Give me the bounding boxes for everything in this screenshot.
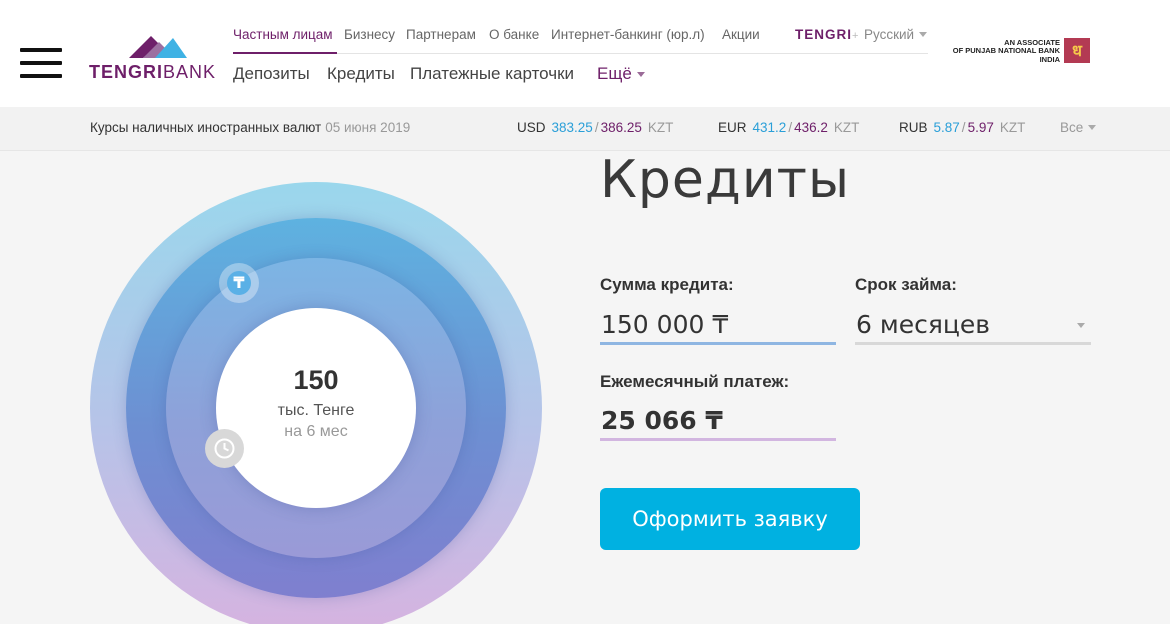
rate-rub: RUB 5.87/5.97 KZT (899, 120, 1026, 135)
pnb-associate-logo: AN ASSOCIATE OF PUNJAB NATIONAL BANK IND… (936, 38, 1096, 68)
chevron-down-icon (919, 32, 928, 37)
circle-term: на 6 мес (284, 423, 348, 440)
language-select[interactable]: Русский (864, 27, 928, 42)
logo-mark-icon (129, 36, 187, 58)
pnb-associate-text: AN ASSOCIATE OF PUNJAB NATIONAL BANK IND… (952, 38, 1060, 64)
topnav-item-business[interactable]: Бизнесу (344, 27, 396, 42)
all-rates-dropdown[interactable]: Все (1060, 120, 1097, 135)
pnb-emblem-icon: ध (1064, 38, 1090, 63)
menu-icon[interactable] (20, 48, 62, 80)
section-divider (0, 624, 1170, 627)
tengri-bank-logo[interactable]: TENGRIBANK (89, 30, 225, 82)
page-title: Кредиты (600, 150, 851, 210)
term-label: Срок займа: (855, 275, 957, 294)
term-select[interactable]: 6 месяцев (855, 307, 1091, 345)
topnav-item-partners[interactable]: Партнерам (406, 27, 476, 42)
topnav-item-promotions[interactable]: Акции (722, 27, 760, 42)
topnav-item-internet-banking[interactable]: Интернет-банкинг (юр.л) (551, 27, 705, 42)
mainnav-item-deposits[interactable]: Депозиты (233, 64, 310, 83)
top-navigation: Частным лицам Бизнесу Партнерам О банке … (233, 27, 928, 54)
chevron-down-icon (636, 72, 645, 77)
tenge-icon: ₸ (227, 271, 251, 295)
currency-rates-bar: Курсы наличных иностранных валют 05 июня … (0, 107, 1170, 151)
clock-icon (214, 438, 235, 459)
topnav-item-individuals[interactable]: Частным лицам (233, 27, 333, 42)
amount-label: Сумма кредита: (600, 275, 734, 294)
center-disc (216, 308, 416, 508)
chevron-down-icon (1077, 323, 1085, 328)
rate-usd: USD 383.25/386.25 KZT (517, 120, 674, 135)
mainnav-item-cards[interactable]: Платежные карточки (410, 64, 575, 83)
mainnav-more[interactable]: Ещё (597, 64, 645, 84)
term-slider-handle[interactable] (205, 429, 244, 468)
amount-input[interactable]: 150 000 ₸ (600, 307, 836, 345)
circle-summary: 150 тыс. Тенге на 6 мес (216, 365, 416, 443)
loan-circle-visual: 150 тыс. Тенге на 6 мес ₸ (90, 182, 542, 627)
site-header: TENGRIBANK Частным лицам Бизнесу Партнер… (0, 0, 1170, 107)
payment-label: Ежемесячный платеж: (600, 372, 790, 391)
topnav-item-about[interactable]: О банке (489, 27, 540, 42)
amount-slider-handle[interactable]: ₸ (219, 263, 259, 303)
circle-unit: тыс. Тенге (277, 402, 355, 419)
rate-eur: EUR 431.2/436.2 KZT (718, 120, 860, 135)
apply-button[interactable]: Оформить заявку (600, 488, 860, 550)
circle-amount: 150 (293, 365, 339, 395)
mainnav-item-credits[interactable]: Кредиты (327, 64, 395, 83)
chevron-down-icon (1088, 125, 1097, 130)
tengri-plus-link[interactable]: TENGRI+ (795, 27, 860, 42)
rates-label: Курсы наличных иностранных валют 05 июня … (90, 120, 411, 135)
active-tab-indicator (233, 52, 337, 54)
logo-text: TENGRIBANK (89, 62, 217, 82)
monthly-payment-value: 25 066 ₸ (600, 403, 836, 441)
